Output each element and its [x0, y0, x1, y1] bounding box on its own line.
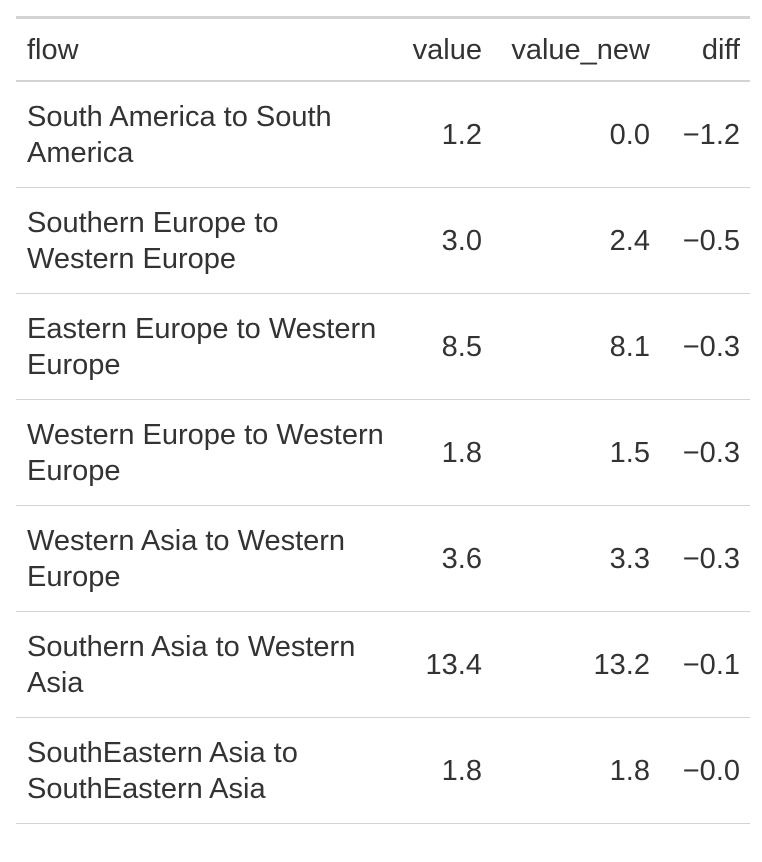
number-cell: 8.5 — [392, 293, 492, 400]
table-row: Western Europe to Western Europe 1.8 1.5 −0… — [16, 399, 750, 506]
number-cell: 1.2 — [392, 81, 492, 188]
number-cell: 3.3 — [492, 505, 660, 612]
number-cell: 3.6 — [392, 505, 492, 612]
empty-cell — [660, 823, 750, 862]
table-row: Western Asia to Western Europe 3.6 3.3 −0.3 — [16, 505, 750, 612]
flow-cell: Western Asia to Western Europe — [16, 505, 392, 612]
number-cell: −0.1 — [660, 611, 750, 718]
empty-cell — [392, 823, 492, 862]
flow-cell: Western Europe to Western Europe — [16, 399, 392, 506]
number-cell: 1.5 — [492, 399, 660, 506]
flow-cell: SouthEastern Asia to SouthEastern Asia — [16, 717, 392, 824]
table-row: Eastern Europe to Western Europe 8.5 8.1 −0… — [16, 293, 750, 400]
number-cell: 3.0 — [392, 187, 492, 294]
number-cell: −0.3 — [660, 505, 750, 612]
data-table: flow value value_new diff South America to … — [16, 16, 750, 862]
flow-cell: Eastern Europe to Western Europe — [16, 293, 392, 400]
number-cell: 1.8 — [392, 399, 492, 506]
number-cell: −1.2 — [660, 81, 750, 188]
flow-cell: Southern Asia to Western Asia — [16, 611, 392, 718]
number-cell: 0.0 — [492, 81, 660, 188]
number-cell: 13.4 — [392, 611, 492, 718]
column-header: value_new — [492, 17, 660, 82]
column-header: diff — [660, 17, 750, 82]
number-cell: 2.4 — [492, 187, 660, 294]
table-body: South America to South America 1.2 0.0 −1.2… — [16, 81, 750, 862]
table-row: South America to South America 1.2 0.0 −1.2 — [16, 81, 750, 188]
number-cell: 1.8 — [492, 717, 660, 824]
table-row: Western Asia to Western — [16, 823, 750, 862]
number-cell: 13.2 — [492, 611, 660, 718]
flow-cell: South America to South America — [16, 81, 392, 188]
number-cell: −0.0 — [660, 717, 750, 824]
number-cell: −0.5 — [660, 187, 750, 294]
table-row: Southern Europe to Western Europe 3.0 2.4−… — [16, 187, 750, 294]
flow-cell: Western Asia to Western — [16, 823, 392, 862]
number-cell: −0.3 — [660, 399, 750, 506]
column-header: value — [392, 17, 492, 82]
table-row: Southern Asia to Western Asia 13.4 13.2 −0.… — [16, 611, 750, 718]
table-row: SouthEastern Asia to SouthEastern Asia 1.… — [16, 717, 750, 824]
flow-cell: Southern Europe to Western Europe — [16, 187, 392, 294]
number-cell: 1.8 — [392, 717, 492, 824]
number-cell: 8.1 — [492, 293, 660, 400]
column-header: flow — [16, 17, 392, 82]
empty-cell — [492, 823, 660, 862]
header-row: flow value value_new diff — [16, 17, 750, 82]
number-cell: −0.3 — [660, 293, 750, 400]
